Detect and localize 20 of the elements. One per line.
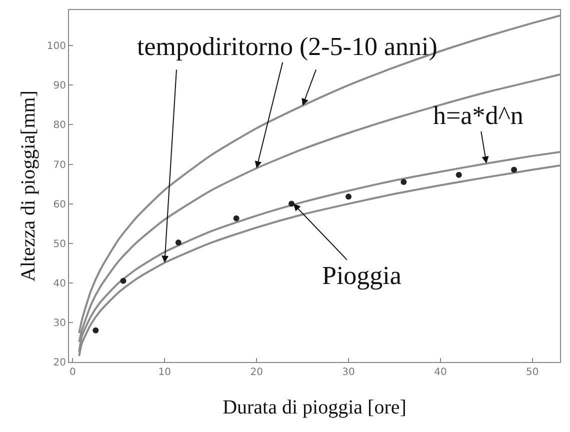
x-tick-label: 50	[526, 367, 539, 378]
y-tick-label: 20	[53, 358, 66, 368]
y-tick-label: 100	[46, 41, 66, 52]
x-tick-label: 40	[434, 367, 447, 378]
y-tick-label: 90	[53, 80, 66, 92]
y-tick-label: 60	[53, 199, 66, 210]
y-tick-label: 50	[53, 238, 66, 250]
y-tick-label: 30	[53, 318, 66, 329]
y-axis-title: Altezza di pioggia[mm]	[17, 90, 40, 282]
x-tick-label: 10	[158, 367, 171, 378]
annotation: Pioggia	[322, 261, 402, 290]
y-tick-label: 70	[53, 160, 66, 171]
y-tick-label: 40	[53, 278, 66, 290]
y-tick-label: 80	[53, 120, 66, 132]
annotation: tempodiritorno (2-5-10 anni)	[137, 32, 438, 61]
x-tick-label: 30	[342, 367, 355, 378]
x-axis-title: Durata di pioggia [ore]	[222, 396, 406, 418]
annotation: h=a*d^n	[433, 101, 524, 130]
x-tick-label: 20	[250, 367, 263, 378]
x-tick-label: 0	[69, 367, 76, 378]
